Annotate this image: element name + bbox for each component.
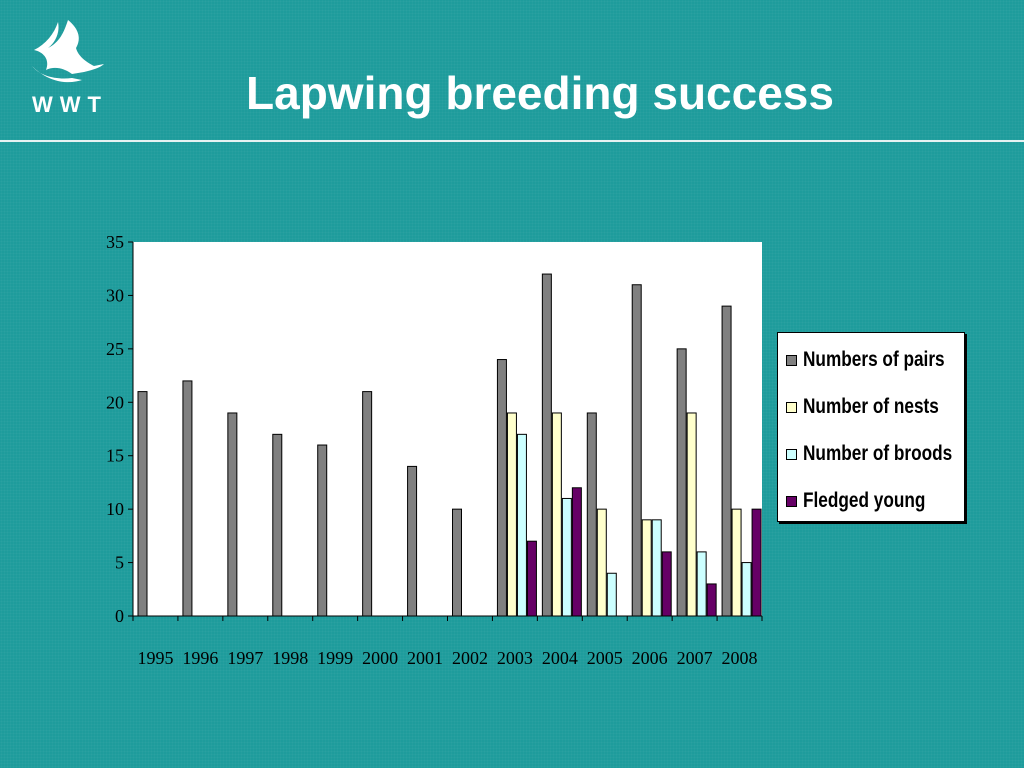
legend-item-broods: Number of broods [786, 442, 985, 466]
bar-pairs-2003 [496, 359, 507, 617]
logo-text: WWT [32, 92, 108, 117]
legend-label-pairs: Numbers of pairs [803, 348, 945, 371]
x-tick-label-2000: 2000 [362, 648, 398, 668]
bar-nests-2005 [596, 508, 607, 617]
bar-nests-2008 [731, 508, 742, 617]
x-tick-label-2005: 2005 [587, 648, 623, 668]
x-tick-label-2001: 2001 [407, 648, 443, 668]
y-tick-label: 20 [106, 392, 124, 412]
legend-swatch-fledged [786, 495, 797, 507]
y-tick-label: 35 [106, 232, 124, 252]
bar-pairs-1997 [227, 412, 238, 617]
bar-broods-2005 [606, 572, 617, 617]
legend-swatch-pairs [786, 354, 797, 366]
chart-legend: Numbers of pairs Number of nests Number … [777, 332, 965, 522]
bar-pairs-1998 [272, 433, 283, 617]
bar-pairs-2007 [676, 348, 687, 617]
swan-logo-icon [32, 20, 104, 83]
x-tick-label-2007: 2007 [677, 648, 713, 668]
bar-broods-2008 [741, 562, 752, 617]
legend-item-nests: Number of nests [786, 395, 969, 419]
bar-nests-2003 [506, 412, 517, 617]
bar-fledged-2007 [706, 583, 717, 617]
wwt-logo: WWT [20, 14, 120, 124]
slide-title: Lapwing breeding success [246, 67, 834, 119]
bar-pairs-2006 [631, 284, 642, 617]
legend-label-broods: Number of broods [803, 442, 953, 465]
y-tick-label: 25 [106, 339, 124, 359]
x-tick-label-2002: 2002 [452, 648, 488, 668]
bar-nests-2006 [641, 519, 652, 617]
y-tick-label: 30 [106, 285, 124, 305]
bar-fledged-2004 [571, 487, 582, 617]
bar-pairs-1995 [137, 391, 148, 617]
bar-nests-2007 [686, 412, 697, 617]
x-axis-ticks: 1995 1996 1997 1998 1999 2000 2001 2002 2003 2004… [132, 616, 763, 668]
bar-pairs-2001 [407, 465, 418, 617]
bar-pairs-1999 [317, 444, 328, 617]
bar-broods-2004 [561, 497, 572, 617]
legend-label-nests: Number of nests [803, 395, 939, 418]
bar-fledged-2008 [751, 508, 762, 617]
bar-broods-2007 [696, 551, 707, 617]
y-axis-ticks: 0 5 10 15 20 25 30 35 [106, 232, 133, 626]
x-tick-label-1995: 1995 [137, 648, 173, 668]
legend-swatch-nests [786, 401, 797, 413]
x-tick-label-2008: 2008 [722, 648, 758, 668]
x-tick-label-2006: 2006 [632, 648, 668, 668]
bar-broods-2003 [516, 433, 527, 617]
x-tick-label-1996: 1996 [182, 648, 218, 668]
x-tick-label-2004: 2004 [542, 648, 578, 668]
y-tick-label: 10 [106, 499, 124, 519]
bar-nests-2004 [551, 412, 562, 617]
x-tick-label-2003: 2003 [497, 648, 533, 668]
y-tick-label: 15 [106, 446, 124, 466]
bar-fledged-2003 [526, 540, 537, 617]
x-tick-label-1997: 1997 [227, 648, 263, 668]
legend-label-fledged: Fledged young [803, 489, 926, 512]
bar-pairs-2008 [721, 305, 732, 617]
legend-swatch-broods [786, 448, 797, 460]
x-tick-label-1999: 1999 [317, 648, 353, 668]
y-tick-label: 5 [115, 553, 124, 573]
x-tick-label-1998: 1998 [272, 648, 308, 668]
bar-pairs-2004 [541, 273, 552, 617]
title-divider [0, 140, 1024, 142]
legend-item-fledged: Fledged young [786, 489, 952, 513]
bar-pairs-1996 [182, 380, 193, 617]
legend-item-pairs: Numbers of pairs [786, 348, 976, 372]
y-tick-label: 0 [115, 606, 124, 626]
bar-pairs-2005 [586, 412, 597, 617]
bar-broods-2006 [651, 519, 662, 617]
bar-pairs-2002 [452, 508, 462, 617]
bar-fledged-2006 [661, 551, 672, 617]
bar-pairs-2000 [362, 391, 373, 617]
